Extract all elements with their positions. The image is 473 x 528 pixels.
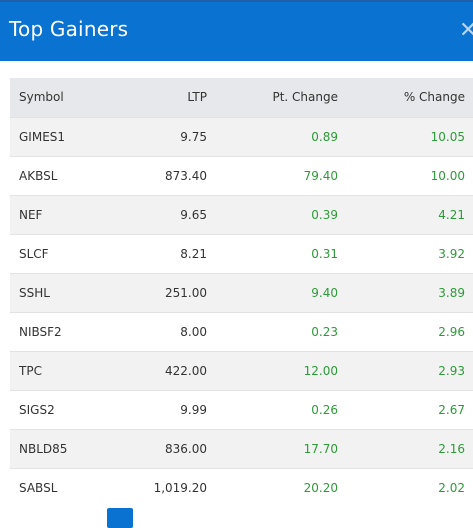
table-row[interactable]: TPC 422.00 12.00 2.93 (10, 351, 473, 390)
ltp-cell: 1,019.20 (153, 480, 207, 495)
symbol-cell[interactable]: SABSL (19, 480, 58, 495)
ltp-cell: 9.65 (180, 207, 207, 222)
table-row[interactable]: SLCF 8.21 0.31 3.92 (10, 234, 473, 273)
pt-change-cell: 9.40 (311, 285, 338, 300)
ltp-cell: 9.99 (180, 402, 207, 417)
pct-change-cell: 2.16 (438, 441, 465, 456)
table-row[interactable]: SSHL 251.00 9.40 3.89 (10, 273, 473, 312)
pct-change-cell: 4.21 (438, 207, 465, 222)
pt-change-cell: 17.70 (303, 441, 338, 456)
top-gainers-panel: Symbol LTP Pt. Change % Change GIMES1 9.7… (10, 78, 473, 514)
close-icon[interactable]: ✕ (459, 18, 473, 43)
ltp-cell: 836.00 (165, 441, 207, 456)
pct-change-cell: 3.92 (438, 246, 465, 261)
ltp-cell: 251.00 (165, 285, 207, 300)
symbol-cell[interactable]: GIMES1 (19, 129, 66, 144)
table-row[interactable]: SIGS2 9.99 0.26 2.67 (10, 390, 473, 429)
pagination (0, 504, 473, 528)
ltp-cell: 8.21 (180, 246, 207, 261)
pt-change-cell: 0.39 (311, 207, 338, 222)
column-header-symbol[interactable]: Symbol (19, 90, 64, 105)
symbol-cell[interactable]: SIGS2 (19, 402, 55, 417)
symbol-cell[interactable]: NEF (19, 207, 43, 222)
pt-change-cell: 20.20 (303, 480, 338, 495)
symbol-cell[interactable]: NIBSF2 (19, 324, 62, 339)
table-row[interactable]: SABSL 1,019.20 20.20 2.02 (10, 468, 473, 507)
table-row[interactable]: NIBSF2 8.00 0.23 2.96 (10, 312, 473, 351)
top-gainers-table: Symbol LTP Pt. Change % Change GIMES1 9.7… (10, 78, 473, 507)
pct-change-cell: 3.89 (438, 285, 465, 300)
symbol-cell[interactable]: SSHL (19, 285, 50, 300)
pct-change-cell: 2.93 (438, 363, 465, 378)
modal-title: Top Gainers (9, 17, 129, 41)
symbol-cell[interactable]: SLCF (19, 246, 49, 261)
pt-change-cell: 0.89 (311, 129, 338, 144)
column-header-pt-change[interactable]: Pt. Change (272, 90, 338, 105)
pt-change-cell: 12.00 (303, 363, 338, 378)
pt-change-cell: 79.40 (303, 168, 338, 183)
pagination-page-current[interactable] (107, 508, 133, 528)
pct-change-cell: 10.00 (430, 168, 465, 183)
pct-change-cell: 2.67 (438, 402, 465, 417)
symbol-cell[interactable]: TPC (19, 363, 42, 378)
modal-header: Top Gainers ✕ (0, 0, 473, 61)
pt-change-cell: 0.26 (311, 402, 338, 417)
header-top-border (0, 0, 473, 2)
pct-change-cell: 10.05 (430, 129, 465, 144)
ltp-cell: 8.00 (180, 324, 207, 339)
ltp-cell: 9.75 (180, 129, 207, 144)
symbol-cell[interactable]: AKBSL (19, 168, 58, 183)
column-header-ltp[interactable]: LTP (187, 90, 207, 105)
table-header-row: Symbol LTP Pt. Change % Change (10, 78, 473, 117)
symbol-cell[interactable]: NBLD85 (19, 441, 68, 456)
pct-change-cell: 2.96 (438, 324, 465, 339)
table-row[interactable]: NEF 9.65 0.39 4.21 (10, 195, 473, 234)
ltp-cell: 422.00 (165, 363, 207, 378)
pt-change-cell: 0.31 (311, 246, 338, 261)
pct-change-cell: 2.02 (438, 480, 465, 495)
ltp-cell: 873.40 (165, 168, 207, 183)
table-row[interactable]: NBLD85 836.00 17.70 2.16 (10, 429, 473, 468)
table-row[interactable]: AKBSL 873.40 79.40 10.00 (10, 156, 473, 195)
column-header-pct-change[interactable]: % Change (403, 90, 465, 105)
table-row[interactable]: GIMES1 9.75 0.89 10.05 (10, 117, 473, 156)
pt-change-cell: 0.23 (311, 324, 338, 339)
